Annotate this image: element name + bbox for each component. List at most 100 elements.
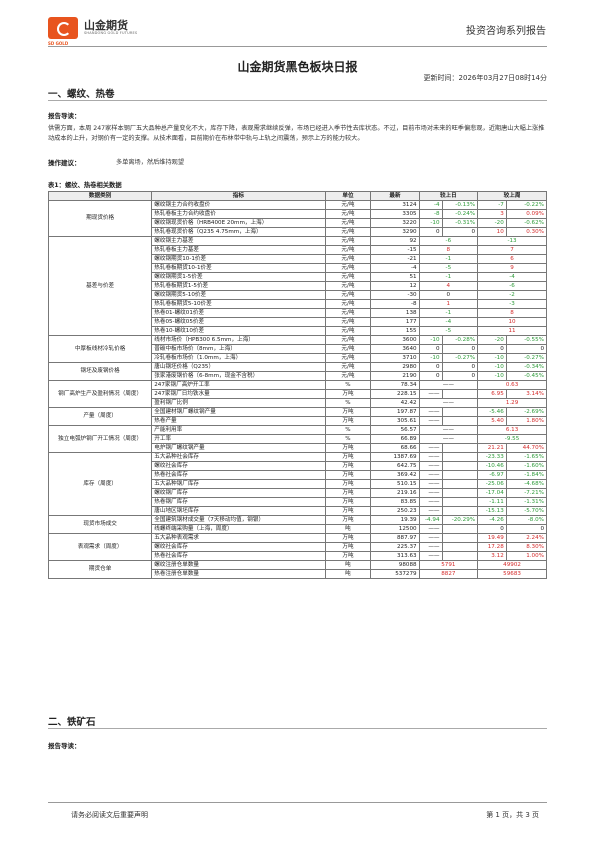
section-divider: [48, 100, 547, 101]
latest-cell: 313.63: [370, 551, 420, 561]
week-change-cell: 17.28: [477, 542, 507, 552]
week-change-cell: 0: [477, 524, 507, 534]
day-change-cell: 5791: [418, 560, 479, 570]
day-pct-cell: -20.29%: [441, 515, 479, 525]
day-pct-cell: -0.27%: [441, 353, 479, 363]
week-pct-cell: 3.14%: [505, 389, 548, 399]
day-change-cell: 1: [418, 299, 479, 309]
day-change-cell: ——: [418, 443, 443, 453]
unit-cell: %: [324, 425, 372, 435]
unit-cell: 元/吨: [324, 335, 372, 345]
week-change-cell: 21.21: [477, 443, 507, 453]
table-row: 钢厂高炉生产及盈利情况（周度） 247家钢厂高炉开工率% 78.34 —— 0.63: [47, 380, 547, 408]
day-pct-cell: [441, 488, 479, 498]
indicator-cell: 热卷05-螺纹05价差: [151, 317, 326, 327]
day-pct-cell: -0.13%: [441, 200, 479, 210]
data-table: 数据类别 指标 单位 最新 较上日 较上周 期现货价格 螺纹钢主力合约收盘价 元/吨…: [47, 191, 548, 579]
footer-disclaimer: 请务必阅读文后重要声明: [71, 811, 148, 819]
day-pct-cell: [441, 407, 479, 417]
day-change-cell: ——: [418, 524, 443, 534]
day-pct-cell: [441, 542, 479, 552]
latest-cell: 305.61: [370, 416, 420, 426]
unit-cell: 元/吨: [324, 290, 372, 300]
unit-cell: 元/吨: [324, 299, 372, 309]
day-change-cell: -5: [418, 263, 479, 273]
latest-cell: 42.42: [370, 398, 420, 408]
week-change-cell: -9.55: [477, 434, 547, 444]
week-pct-cell: 0.30%: [505, 227, 548, 237]
week-change-cell: 3.12: [477, 551, 507, 561]
day-change-cell: -5: [418, 326, 479, 336]
unit-cell: 万吨: [324, 452, 372, 462]
day-change-cell: 0: [418, 362, 443, 372]
unit-cell: %: [324, 398, 372, 408]
day-pct-cell: [441, 497, 479, 507]
unit-cell: 元/吨: [324, 362, 372, 372]
table-row: 现货市场成交 全国建筑钢材成交量（7天移动均值，钢银） 万吨 19.39 -4.94 -2…: [47, 515, 548, 534]
indicator-cell: 五大品种社会库存: [151, 452, 326, 462]
indicator-cell: 热轧卷板主力基差: [151, 245, 326, 255]
latest-cell: 78.34: [370, 380, 420, 390]
header-unit: 单位: [324, 191, 372, 201]
latest-cell: 138: [370, 308, 420, 318]
day-pct-cell: [441, 452, 479, 462]
week-change-cell: 8: [477, 308, 547, 318]
indicator-cell: 热卷社会库存: [151, 551, 326, 561]
day-pct-cell: [441, 461, 479, 471]
table-category-cell: 期现货价格: [47, 200, 153, 237]
day-change-cell: -10: [418, 353, 443, 363]
week-change-cell: 0.63: [477, 380, 547, 390]
day-change-cell: ——: [418, 425, 479, 435]
latest-cell: 1387.69: [370, 452, 420, 462]
indicator-cell: 螺纹钢期货10-1价差: [151, 254, 326, 264]
unit-cell: %: [324, 380, 372, 390]
indicator-cell: 热轧卷板期货1-5价差: [151, 281, 326, 291]
footer-page-number: 第 1 页，共 3 页: [486, 811, 539, 819]
unit-cell: 元/吨: [324, 263, 372, 273]
indicator-cell: 全国建筑钢材成交量（7天移动均值，钢银）: [151, 515, 326, 525]
week-change-cell: -1.11: [477, 497, 507, 507]
day-pct-cell: [441, 389, 479, 399]
day-change-cell: ——: [418, 533, 443, 543]
latest-cell: 3290: [370, 227, 420, 237]
week-pct-cell: -1.84%: [505, 470, 548, 480]
table-row: 螺纹社会库存 万吨 642.75 —— -10.46 -1.60%: [49, 461, 548, 471]
unit-cell: 吨: [324, 524, 372, 534]
table-row: 期现货价格 螺纹钢主力合约收盘价 元/吨 3124 -4 -0.13% -7 -0.22%: [47, 200, 548, 237]
indicator-cell: 热卷钢厂库存: [151, 497, 326, 507]
week-change-cell: -20: [477, 218, 507, 228]
table-header-row: 数据类别 指标 单位 最新 较上日 较上周: [47, 191, 547, 201]
table-row: 表观需求（周度） 五大品种表观需求 万吨 887.97 —— 19.49 2.24%: [47, 533, 548, 561]
day-change-cell: 0: [418, 290, 479, 300]
day-change-cell: ——: [418, 461, 443, 471]
indicator-cell: 开工率: [151, 434, 326, 444]
day-change-cell: ——: [418, 407, 443, 417]
indicator-cell: 热轧卷板主力合约收盘价: [151, 209, 326, 219]
company-logo-en: SD GOLD: [48, 41, 69, 46]
week-change-cell: 10: [477, 317, 547, 327]
day-change-cell: 4: [418, 281, 479, 291]
indicator-cell: 螺纹注册仓单数量: [151, 560, 326, 570]
company-logo-text: 山金期货: [84, 19, 128, 32]
latest-cell: 3640: [370, 344, 420, 354]
guide-label-2: 报告导读：: [48, 742, 81, 750]
header-indicator: 指标: [151, 191, 326, 201]
table-category-cell: 钢坯及废钢价格: [47, 362, 153, 381]
indicator-cell: 热轧卷板期货5-10价差: [151, 299, 326, 309]
unit-cell: 万吨: [324, 515, 372, 525]
indicator-cell: 热卷注册仓单数量: [151, 569, 326, 579]
week-pct-cell: -8.0%: [505, 515, 548, 525]
latest-cell: 66.89: [370, 434, 420, 444]
table-category-cell: 中厚板线材冷轧价格: [47, 335, 153, 363]
unit-cell: 万吨: [324, 470, 372, 480]
indicator-cell: 247家钢厂高炉开工率: [151, 380, 326, 390]
unit-cell: 元/吨: [324, 371, 372, 381]
day-change-cell: -10: [418, 218, 443, 228]
indicator-cell: 螺纹钢主力合约收盘价: [151, 200, 326, 210]
section-heading-iron-ore: 二、铁矿石: [48, 717, 96, 728]
latest-cell: 155: [370, 326, 420, 336]
latest-cell: 250.23: [370, 506, 420, 516]
indicator-cell: 唐山钢坯价格（Q235）: [151, 362, 326, 372]
day-pct-cell: [441, 470, 479, 480]
indicator-cell: 电炉钢厂螺纹钢产量: [151, 443, 326, 453]
